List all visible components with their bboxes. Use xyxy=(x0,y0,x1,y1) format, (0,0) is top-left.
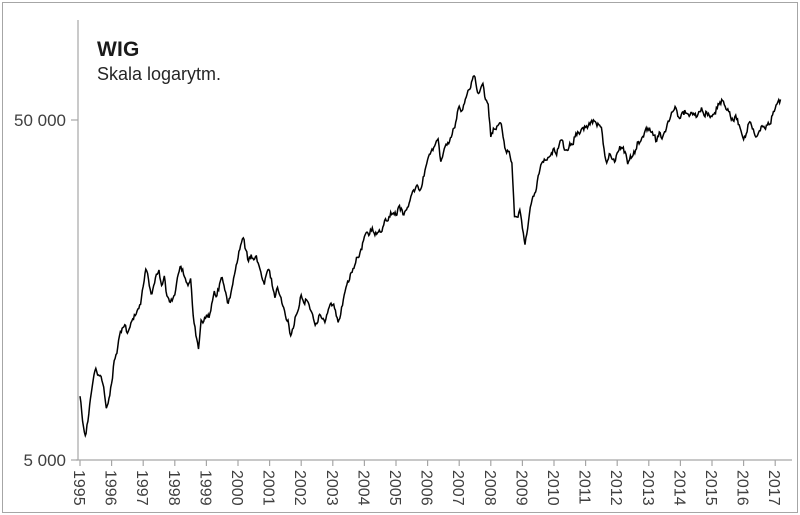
x-axis-label-2008: 2008 xyxy=(481,470,498,506)
x-axis-label-2009: 2009 xyxy=(512,470,529,506)
x-axis-label-2006: 2006 xyxy=(418,470,435,506)
x-axis-label-2017: 2017 xyxy=(765,470,782,506)
x-axis-label-1996: 1996 xyxy=(102,470,119,506)
x-axis-label-1999: 1999 xyxy=(196,470,213,506)
x-axis-label-2012: 2012 xyxy=(607,470,624,506)
chart-title-block: WIG Skala logarytm. xyxy=(97,38,221,85)
chart-subtitle: Skala logarytm. xyxy=(97,64,222,85)
x-axis-label-2005: 2005 xyxy=(386,470,403,506)
x-axis-label-2016: 2016 xyxy=(734,470,751,506)
wig-series-line xyxy=(79,74,782,439)
x-axis-label-1998: 1998 xyxy=(165,470,182,506)
x-axis-label-2000: 2000 xyxy=(228,470,245,506)
chart-title: WIG xyxy=(97,38,140,61)
x-axis-label-2011: 2011 xyxy=(576,470,593,505)
x-axis-label-2002: 2002 xyxy=(291,470,308,506)
x-axis-label-2004: 2004 xyxy=(354,470,371,506)
x-axis-label-2010: 2010 xyxy=(544,470,561,506)
y-axis-label: 50 000 xyxy=(14,111,66,130)
x-axis-label-2014: 2014 xyxy=(670,470,687,506)
x-axis-label-2015: 2015 xyxy=(702,470,719,506)
x-axis-label-2001: 2001 xyxy=(260,470,277,506)
x-axis-label-1995: 1995 xyxy=(70,470,87,506)
x-axis-label-2007: 2007 xyxy=(449,470,466,506)
y-axis-label: 5 000 xyxy=(23,451,66,470)
x-axis-label-2013: 2013 xyxy=(639,470,656,506)
x-axis-label-1997: 1997 xyxy=(133,470,150,506)
x-axis-label-2003: 2003 xyxy=(323,470,340,506)
